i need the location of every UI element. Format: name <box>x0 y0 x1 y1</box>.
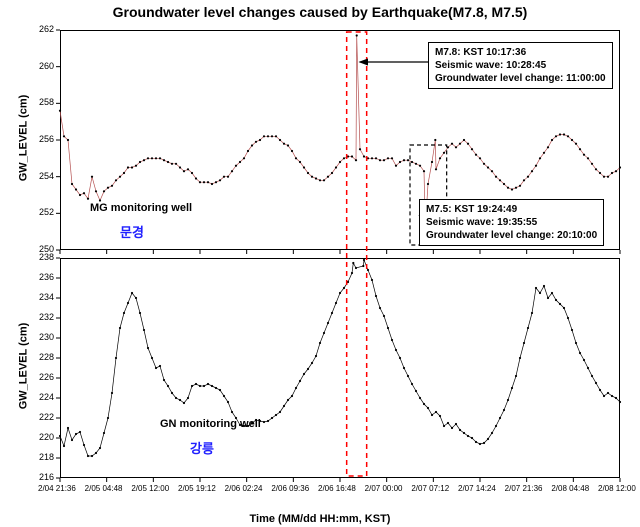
bottom-plot-area <box>60 258 620 478</box>
x-axis-label: Time (MM/dd HH:mm, KST) <box>0 513 640 525</box>
y-tick-label: 234 <box>39 292 54 302</box>
x-tick-label: 2/07 07:12 <box>411 484 449 493</box>
annotation-box-m78: M7.8: KST 10:17:36 Seismic wave: 10:28:4… <box>428 42 613 89</box>
y-tick-label: 228 <box>39 352 54 362</box>
x-tick-label: 2/07 21:36 <box>505 484 543 493</box>
y-tick-label: 236 <box>39 272 54 282</box>
y-tick-label: 224 <box>39 392 54 402</box>
ann1-line3: Groundwater level change: 11:00:00 <box>435 72 606 85</box>
x-tick-label: 2/06 09:36 <box>271 484 309 493</box>
y-tick-label: 218 <box>39 452 54 462</box>
annotation-box-m75: M7.5: KST 19:24:49 Seismic wave: 19:35:5… <box>419 199 604 246</box>
y-axis-label-bottom: GW_LEVEL (cm) <box>17 323 29 410</box>
x-tick-label: 2/05 12:00 <box>131 484 169 493</box>
ann1-line2: Seismic wave: 10:28:45 <box>435 59 606 72</box>
y-tick-label: 252 <box>39 207 54 217</box>
y-axis-label-top: GW_LEVEL (cm) <box>17 95 29 182</box>
ann1-line1: M7.8: KST 10:17:36 <box>435 46 606 59</box>
chart-title: Groundwater level changes caused by Eart… <box>0 4 640 20</box>
well-label: MG monitoring well <box>90 202 192 214</box>
x-tick-label: 2/06 02:24 <box>225 484 263 493</box>
y-tick-label: 222 <box>39 412 54 422</box>
well-label-kr: 강릉 <box>190 438 214 457</box>
ann2-line2: Seismic wave: 19:35:55 <box>426 216 597 229</box>
x-tick-label: 2/05 19:12 <box>178 484 216 493</box>
y-tick-label: 256 <box>39 134 54 144</box>
x-tick-label: 2/08 04:48 <box>551 484 589 493</box>
y-tick-label: 230 <box>39 332 54 342</box>
x-tick-label: 2/07 14:24 <box>458 484 496 493</box>
y-tick-label: 238 <box>39 252 54 262</box>
y-tick-label: 220 <box>39 432 54 442</box>
y-tick-label: 226 <box>39 372 54 382</box>
y-tick-label: 254 <box>39 171 54 181</box>
x-tick-label: 2/04 21:36 <box>38 484 76 493</box>
y-tick-label: 216 <box>39 472 54 482</box>
y-tick-label: 262 <box>39 24 54 34</box>
y-tick-label: 260 <box>39 61 54 71</box>
y-tick-label: 232 <box>39 312 54 322</box>
x-tick-label: 2/05 04:48 <box>85 484 123 493</box>
chart-container: Groundwater level changes caused by Eart… <box>0 0 640 527</box>
ann2-line1: M7.5: KST 19:24:49 <box>426 203 597 216</box>
ann2-line3: Groundwater level change: 20:10:00 <box>426 229 597 242</box>
y-tick-label: 258 <box>39 97 54 107</box>
x-tick-label: 2/08 12:00 <box>598 484 636 493</box>
well-label: GN monitoring well <box>160 418 261 430</box>
well-label-kr: 문경 <box>120 222 144 241</box>
x-tick-label: 2/07 00:00 <box>365 484 403 493</box>
x-tick-label: 2/06 16:48 <box>318 484 356 493</box>
